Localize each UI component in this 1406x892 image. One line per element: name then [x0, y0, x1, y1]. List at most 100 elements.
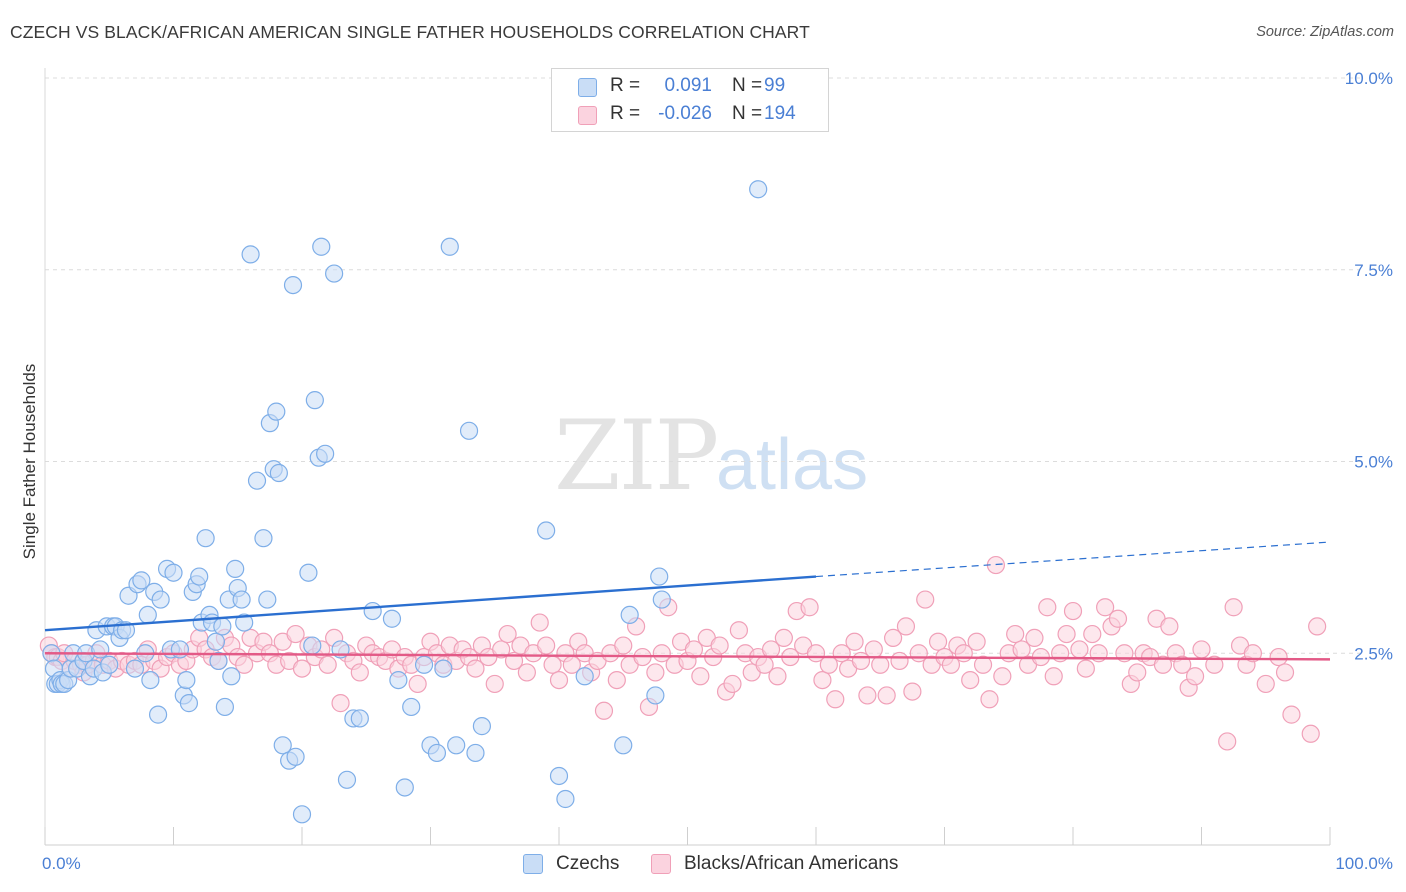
- data-points: [39, 180, 1327, 824]
- czech-point: [395, 778, 414, 797]
- czech-point: [209, 651, 228, 671]
- czech-point: [190, 567, 209, 586]
- black-point: [729, 621, 749, 640]
- czech-point: [363, 601, 382, 621]
- czech-point: [125, 659, 145, 678]
- czech-point: [170, 640, 190, 659]
- legend-n-label: N =: [732, 103, 763, 124]
- czech-point: [537, 521, 556, 540]
- czech-point: [100, 655, 119, 674]
- black-point: [1153, 655, 1173, 674]
- czech-point: [267, 402, 286, 421]
- black-point: [691, 667, 710, 686]
- source-label: Source: ZipAtlas.com: [1256, 24, 1394, 40]
- black-trend-line: [44, 652, 1331, 661]
- y-tick-label: 2.5%: [1354, 644, 1393, 663]
- czech-point: [646, 686, 665, 705]
- czech-point: [283, 275, 303, 295]
- black-point: [652, 644, 671, 663]
- black-point: [1025, 628, 1044, 648]
- czech-point: [303, 636, 322, 655]
- x-tick-label: 0.0%: [42, 854, 81, 873]
- czech-point: [549, 766, 569, 786]
- czech-point: [215, 697, 234, 717]
- black-point: [331, 694, 350, 713]
- legend-swatch-czechs: [523, 854, 543, 874]
- black-point: [723, 674, 742, 694]
- black-point: [614, 636, 633, 655]
- czech-point: [132, 571, 151, 590]
- czech-point: [148, 705, 168, 724]
- czech-point: [241, 245, 260, 264]
- black-point: [530, 613, 549, 632]
- tick-labels: 2.5% 5.0% 7.5% 10.0% 0.0% 100.0% Single Father…: [20, 69, 1393, 873]
- black-point: [646, 663, 665, 682]
- black-point: [1108, 609, 1128, 628]
- y-tick-label: 7.5%: [1354, 261, 1393, 280]
- black-point: [1083, 624, 1102, 644]
- czech-point: [232, 590, 251, 609]
- legend-r-value: -0.026: [658, 103, 712, 124]
- black-point: [967, 632, 986, 651]
- czech-point: [650, 567, 669, 586]
- black-point: [235, 655, 254, 674]
- czech-point: [382, 609, 402, 628]
- black-point: [890, 651, 909, 671]
- black-point: [1192, 640, 1211, 659]
- legend-r-label: R =: [610, 75, 641, 96]
- black-point: [916, 590, 935, 609]
- czech-point: [138, 605, 157, 625]
- czech-point: [206, 632, 226, 651]
- black-point: [1128, 663, 1147, 682]
- black-point: [492, 640, 511, 659]
- czech-point: [164, 563, 183, 582]
- czech-point: [305, 391, 324, 410]
- czech-point: [350, 709, 369, 728]
- black-point: [1057, 624, 1076, 644]
- black-point: [1160, 617, 1179, 636]
- czech-point: [222, 667, 241, 686]
- czech-point: [434, 659, 453, 678]
- legend-n-value: 194: [764, 103, 796, 124]
- czech-point: [337, 770, 357, 789]
- trend-lines: [44, 541, 1331, 661]
- legend-r-value: 0.091: [664, 75, 712, 96]
- czech-point: [325, 264, 344, 283]
- legend-n-label: N =: [732, 75, 763, 96]
- black-point: [800, 598, 819, 617]
- czech-point: [151, 590, 170, 609]
- czech-trend-line-extension: [815, 541, 1331, 578]
- black-point: [1256, 674, 1275, 694]
- czech-point: [235, 613, 254, 632]
- black-point: [292, 659, 312, 678]
- black-point: [517, 663, 536, 682]
- legend-n-value: 99: [764, 75, 786, 96]
- black-point: [1205, 655, 1224, 674]
- czech-point: [226, 559, 245, 578]
- czech-point: [286, 747, 305, 766]
- y-tick-label: 10.0%: [1345, 69, 1393, 88]
- black-point: [1070, 640, 1089, 659]
- black-point: [858, 686, 877, 705]
- black-point: [768, 667, 787, 686]
- czech-point: [179, 694, 199, 713]
- black-point: [1173, 655, 1192, 674]
- black-point: [318, 655, 337, 674]
- czech-point: [749, 180, 768, 199]
- black-point: [537, 636, 556, 655]
- legend-label-czechs: Czechs: [556, 853, 620, 874]
- czech-point: [427, 743, 447, 763]
- czech-point: [292, 805, 312, 824]
- black-point: [1282, 705, 1301, 724]
- black-point: [813, 670, 832, 690]
- black-point: [485, 674, 504, 694]
- czech-point: [196, 529, 215, 548]
- black-point: [1006, 624, 1025, 644]
- czech-point: [91, 640, 110, 659]
- black-point: [941, 655, 961, 674]
- black-point: [877, 686, 896, 705]
- black-point: [980, 690, 999, 709]
- black-point: [1224, 598, 1243, 617]
- czech-point: [247, 471, 267, 490]
